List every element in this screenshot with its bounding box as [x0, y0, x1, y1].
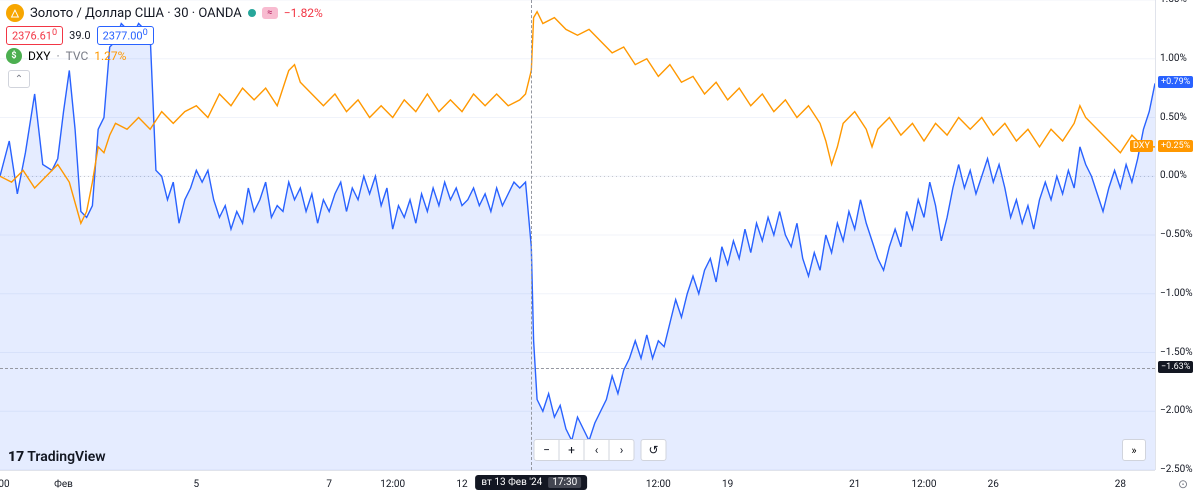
x-tick-label: 2:00 — [0, 479, 10, 490]
x-axis[interactable]: 2:00 Фев 5 7 12:00 12 12:00 19 21 12:00 26 28 вт 13 … — [0, 470, 1155, 501]
scroll-to-end-button[interactable]: » — [1122, 439, 1146, 461]
zoom-toolbar: − + ‹ › ↺ — [534, 439, 667, 461]
gold-icon: △ — [6, 4, 24, 22]
dxy-tag-badge: DXY — [1130, 140, 1153, 152]
pan-right-button[interactable]: › — [609, 439, 635, 461]
settings-button[interactable]: ⊙ — [1174, 475, 1192, 493]
y-tick-label: −1.00% — [1160, 288, 1193, 299]
bid-price[interactable]: 2376.610 — [6, 26, 63, 45]
crosshair-y-badge: −1.63% — [1158, 361, 1193, 373]
spread-value: 39.0 — [69, 29, 90, 42]
gold-last-value-badge: +0.79% — [1158, 76, 1193, 88]
y-axis[interactable]: 1.50% 1.00% 0.50% 0.00% −0.50% −1.00% −1.50% −2… — [1155, 0, 1200, 470]
crosshair-x-badge: вт 13 Фев '2417:30 — [475, 475, 587, 490]
dxy-last-value-badge: +0.25% — [1158, 140, 1193, 152]
market-status-icon — [248, 9, 256, 17]
overlay-symbol[interactable]: DXY — [28, 49, 50, 63]
x-tick-label: 21 — [849, 479, 860, 490]
x-tick-label: 12 — [456, 479, 467, 490]
overlay-source: TVC — [66, 49, 89, 63]
overlay-change-percent: 1.27% — [94, 49, 126, 63]
y-tick-label: 0.50% — [1160, 112, 1187, 123]
x-tick-label: 12:00 — [646, 479, 671, 490]
gear-icon: ⊙ — [1178, 477, 1188, 491]
chart-plot-area[interactable] — [0, 0, 1155, 470]
change-percent: −1.82% — [284, 6, 323, 20]
x-tick-label: 12:00 — [912, 479, 937, 490]
y-tick-label: 1.50% — [1160, 0, 1187, 5]
x-tick-label: 12:00 — [380, 479, 405, 490]
x-tick-label: 7 — [326, 479, 332, 490]
x-tick-label: 28 — [1115, 479, 1126, 490]
crosshair-horizontal — [0, 368, 1155, 369]
x-tick-label: 26 — [988, 479, 999, 490]
y-tick-label: −0.50% — [1160, 229, 1193, 240]
x-tick-label: 19 — [722, 479, 733, 490]
chevron-up-icon: ⌃ — [15, 74, 23, 85]
y-tick-label: −2.50% — [1160, 464, 1193, 475]
zoom-in-button[interactable]: + — [559, 439, 585, 461]
dxy-icon: $ — [6, 48, 22, 64]
y-tick-label: 1.00% — [1160, 53, 1187, 64]
crosshair-vertical — [531, 0, 532, 470]
y-tick-label: −1.50% — [1160, 347, 1193, 358]
x-tick-label: 5 — [194, 479, 200, 490]
reset-zoom-button[interactable]: ↺ — [641, 439, 667, 461]
collapse-legend-button[interactable]: ⌃ — [8, 70, 30, 88]
y-tick-label: −2.00% — [1160, 405, 1193, 416]
zoom-out-button[interactable]: − — [534, 439, 560, 461]
symbol-title[interactable]: Золото / Доллар США · 30 · OANDA — [30, 6, 242, 21]
x-tick-label: Фев — [54, 479, 73, 490]
pan-left-button[interactable]: ‹ — [584, 439, 610, 461]
y-tick-label: 0.00% — [1160, 170, 1187, 181]
tradingview-logo[interactable]: 17 TradingView — [8, 449, 106, 465]
chart-svg — [0, 0, 1155, 470]
indicator-pill-icon: ≈ — [262, 7, 278, 19]
ask-price[interactable]: 2377.000 — [97, 26, 154, 45]
